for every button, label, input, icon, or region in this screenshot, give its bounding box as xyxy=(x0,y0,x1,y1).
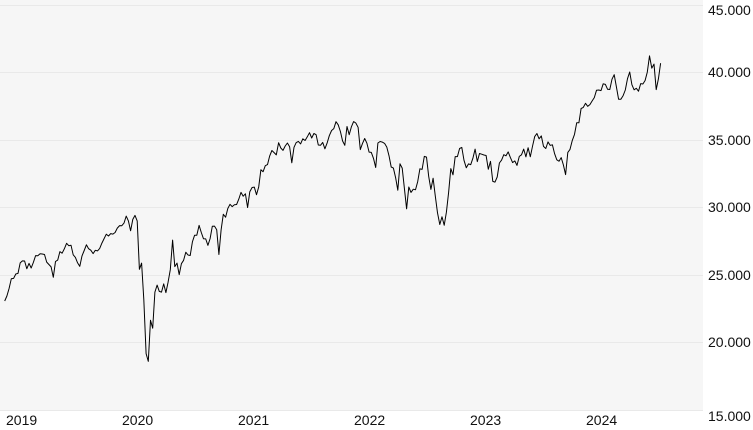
x-axis-tick-label: 2023 xyxy=(470,412,502,428)
x-axis-tick-label: 2024 xyxy=(586,412,618,428)
x-axis-tick-label: 2020 xyxy=(122,412,154,428)
y-axis-tick-label: 30.000 xyxy=(708,199,751,216)
plot-background xyxy=(0,0,703,410)
y-axis-tick-label: 25.000 xyxy=(708,266,751,283)
y-axis-tick-label: 45.000 xyxy=(708,2,751,18)
y-axis-tick-label: 15.000 xyxy=(708,408,751,424)
y-axis-tick-label: 20.000 xyxy=(708,334,751,351)
price-line xyxy=(4,55,662,362)
x-axis-tick-label: 2019 xyxy=(6,412,38,428)
x-axis-tick-label: 2022 xyxy=(354,412,386,428)
y-axis-tick-label: 35.000 xyxy=(708,131,751,148)
y-axis-tick-label: 40.000 xyxy=(708,64,751,81)
x-axis-tick-label: 2021 xyxy=(238,412,270,428)
